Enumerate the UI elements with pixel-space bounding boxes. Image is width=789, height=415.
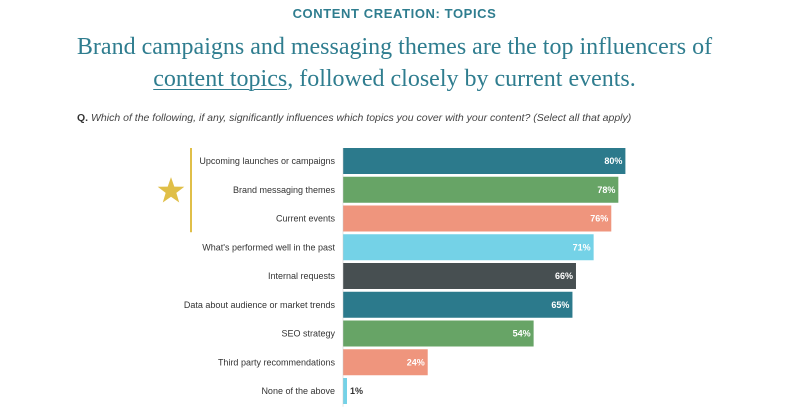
value-label: 54%	[513, 329, 531, 339]
bar-row: SEO strategy 54%	[281, 320, 534, 347]
eyebrow-title: CONTENT CREATION: TOPICS	[292, 6, 497, 21]
bar-row: Third party recommendations 24%	[218, 349, 428, 376]
bar	[343, 378, 347, 404]
category-label: Third party recommendations	[218, 357, 336, 367]
bar	[343, 349, 428, 376]
bar-row: What's performed well in the past 71%	[202, 234, 594, 261]
bar-row: Upcoming launches or campaigns 80%	[199, 148, 626, 174]
headline-line-2: content topics, followed closely by curr…	[0, 63, 789, 95]
bar	[343, 263, 576, 289]
content-topics-link[interactable]: content topics	[153, 66, 288, 92]
headline: Brand campaigns and messaging themes are…	[0, 31, 789, 95]
top-three-highlight	[157, 148, 192, 233]
headline-line-2-rest: , followed closely by current events.	[287, 66, 636, 92]
question-prefix: Q.	[77, 112, 89, 124]
headline-line-1: Brand campaigns and messaging themes are…	[76, 34, 713, 60]
category-label: Data about audience or market trends	[184, 300, 336, 310]
star-icon	[157, 177, 185, 203]
bar-row: Current events 76%	[276, 205, 612, 232]
survey-question: Q. Which of the following, if any, signi…	[77, 112, 777, 124]
bar	[343, 148, 626, 174]
value-label: 71%	[573, 242, 591, 252]
category-label: Brand messaging themes	[233, 185, 336, 195]
bar-row: Internal requests 66%	[268, 263, 576, 289]
bar-row: Brand messaging themes 78%	[233, 176, 619, 203]
category-label: Upcoming launches or campaigns	[199, 156, 335, 166]
value-label: 80%	[604, 156, 622, 166]
value-label: 78%	[597, 185, 615, 195]
bars: Upcoming launches or campaigns 80% Brand m…	[184, 148, 626, 404]
question-text: Which of the following, if any, signific…	[91, 112, 632, 124]
category-label: Current events	[276, 214, 336, 224]
category-label: Internal requests	[268, 271, 336, 281]
value-label: 1%	[350, 386, 363, 396]
value-label: 76%	[590, 214, 608, 224]
bar	[343, 291, 573, 318]
bar-row: None of the above 1%	[261, 378, 363, 404]
bar	[343, 320, 534, 347]
bar-row: Data about audience or market trends 65%	[184, 291, 573, 318]
category-label: What's performed well in the past	[202, 242, 335, 252]
value-label: 65%	[551, 300, 569, 310]
value-label: 24%	[407, 357, 425, 367]
bar	[343, 234, 594, 261]
value-label: 66%	[555, 271, 573, 281]
category-label: None of the above	[261, 386, 335, 396]
category-label: SEO strategy	[281, 329, 335, 339]
bar	[343, 176, 619, 203]
bar	[343, 205, 612, 232]
